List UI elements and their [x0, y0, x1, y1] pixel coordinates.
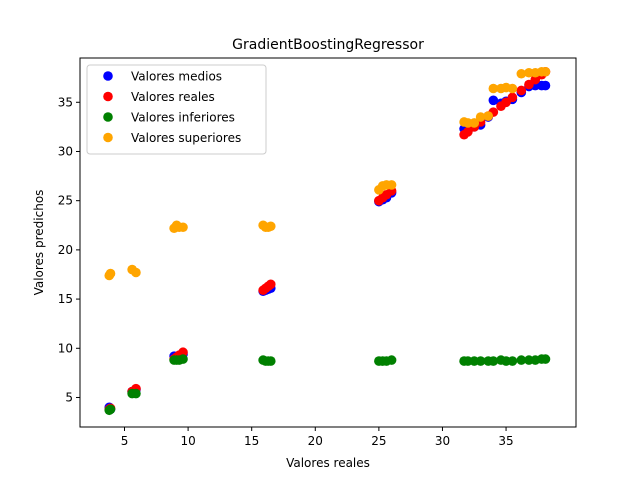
legend-marker: [103, 71, 113, 81]
data-point: [386, 180, 397, 190]
data-points: [104, 66, 551, 416]
data-point: [488, 83, 499, 94]
y-axis: 5 10 15 20 25 30 35: [58, 95, 80, 404]
legend-entry-label: Valores superiores: [131, 131, 241, 145]
legend-marker: [103, 112, 113, 122]
x-tick-label: 5: [121, 434, 129, 448]
data-point: [516, 85, 527, 96]
data-point: [488, 356, 499, 366]
x-tick-label: 30: [435, 434, 450, 448]
data-point: [540, 354, 551, 364]
data-point: [516, 68, 527, 79]
legend-marker: [103, 132, 113, 143]
data-point: [507, 83, 518, 94]
data-point: [540, 80, 551, 91]
x-tick-label: 25: [371, 434, 386, 448]
legend-box: [86, 64, 267, 155]
legend-entry-label: Valores medios: [131, 70, 222, 84]
data-point: [131, 267, 141, 278]
data-point: [540, 66, 551, 77]
y-tick-label: 10: [58, 341, 73, 355]
chart-title: GradientBoostingRegressor: [232, 37, 424, 53]
data-point: [475, 112, 486, 122]
y-tick-label: 20: [58, 243, 73, 257]
legend-marker: [103, 91, 113, 102]
y-tick-label: 15: [58, 292, 73, 306]
data-point: [386, 355, 397, 365]
x-tick-label: 15: [244, 434, 259, 448]
data-point: [178, 354, 188, 364]
data-point: [469, 118, 480, 128]
legend-entry-label: Valores inferiores: [131, 111, 235, 125]
data-point: [178, 347, 188, 358]
data-point: [178, 222, 188, 233]
data-point: [265, 221, 276, 232]
plot-area: [79, 57, 577, 428]
data-point: [131, 388, 141, 399]
data-point: [105, 268, 116, 279]
data-point: [483, 111, 494, 121]
data-point: [265, 356, 276, 366]
y-axis-label: Valores predichos: [32, 190, 46, 296]
y-tick-label: 30: [58, 144, 73, 158]
legend: Valores medios Valores reales Valores infe…: [86, 64, 267, 155]
y-tick-label: 25: [58, 194, 73, 208]
x-tick-label: 35: [498, 434, 513, 448]
y-tick-label: 35: [58, 95, 73, 109]
x-tick-label: 10: [180, 434, 195, 448]
series-group: [104, 354, 551, 416]
x-tick-label: 20: [308, 434, 323, 448]
data-point: [105, 404, 116, 415]
data-point: [265, 279, 276, 290]
y-tick-label: 5: [65, 390, 73, 404]
data-point: [507, 356, 518, 366]
x-axis-label: Valores reales: [286, 456, 370, 470]
series-group: [104, 66, 551, 281]
legend-entry-label: Valores reales: [131, 90, 215, 104]
x-axis: 5 10 15 20 25 30 35: [121, 427, 514, 448]
data-point: [507, 92, 518, 103]
data-point: [475, 356, 486, 366]
data-point: [516, 355, 527, 365]
data-point: [488, 95, 499, 106]
